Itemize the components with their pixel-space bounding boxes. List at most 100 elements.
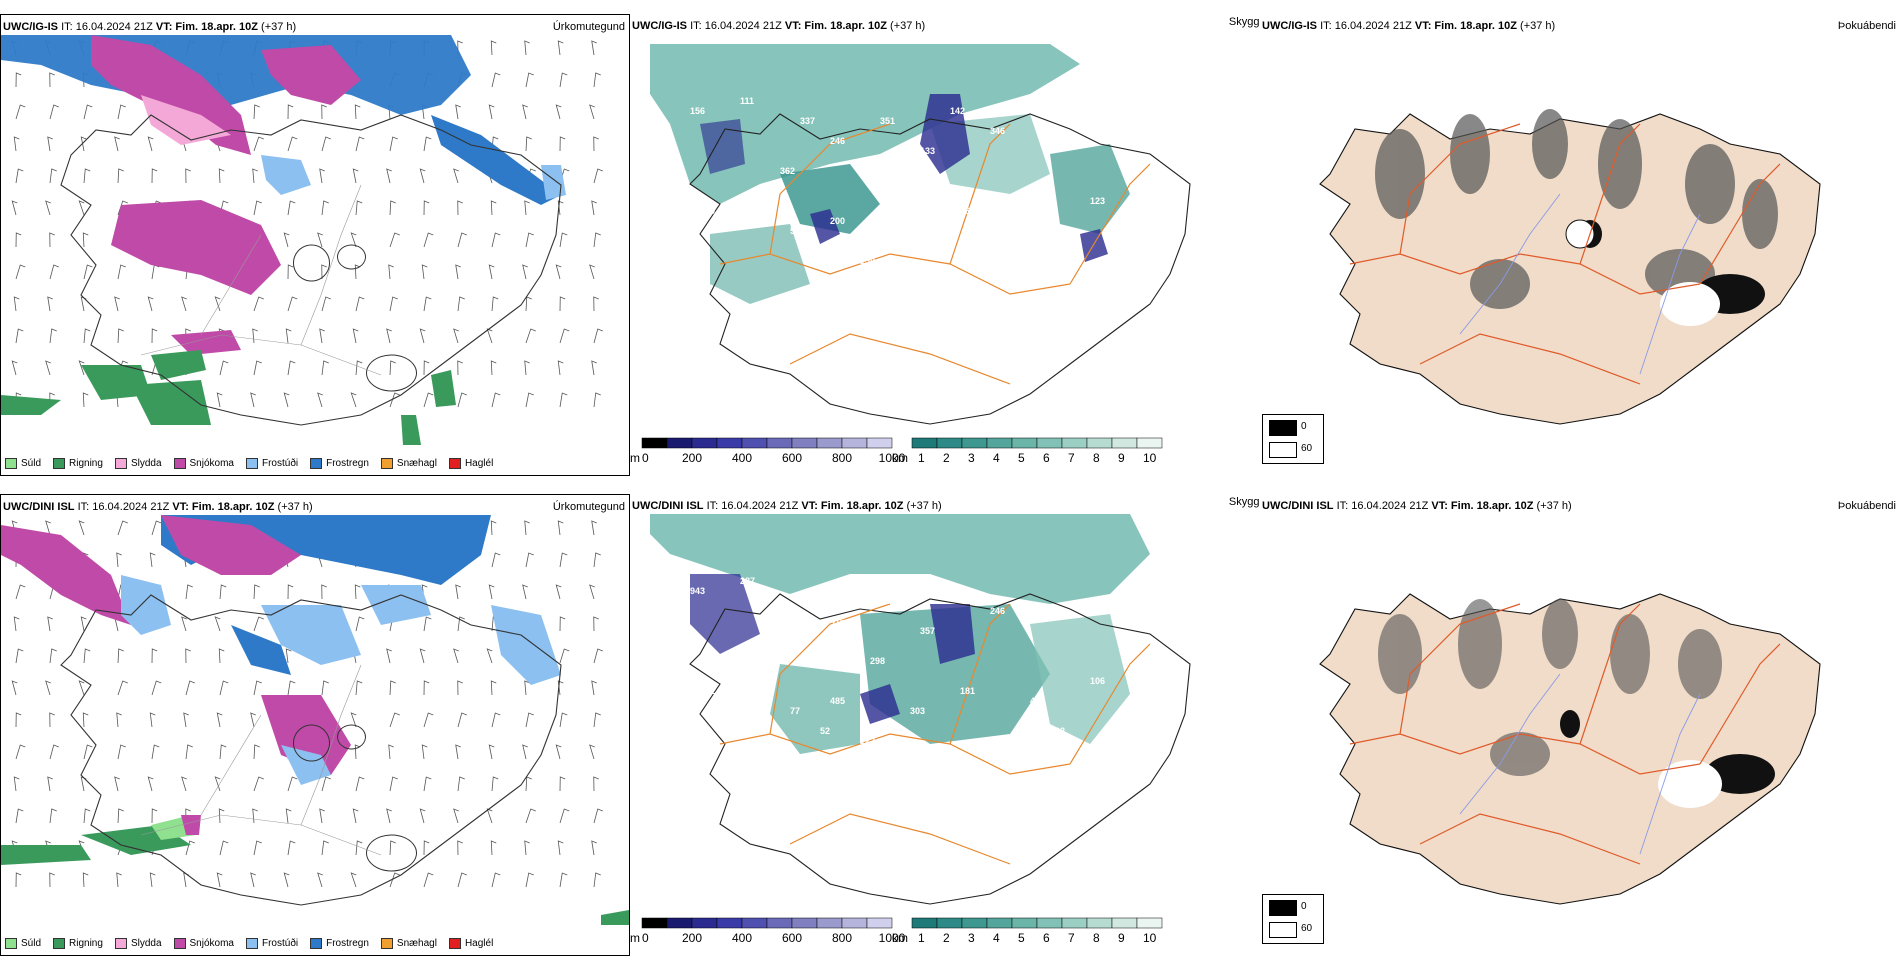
wind-barb (389, 232, 400, 248)
wind-barb (423, 136, 432, 152)
fog-legend-swatch (1269, 900, 1297, 916)
wind-barb (522, 744, 528, 760)
wind-barb (354, 744, 361, 760)
wind-barb (593, 872, 601, 888)
wind-barb (591, 680, 597, 696)
wind-barb (419, 808, 426, 824)
wind-barb (181, 616, 187, 632)
wind-barb (78, 520, 85, 536)
wind-barb (490, 40, 497, 56)
colorbar-cell (1011, 437, 1038, 449)
colorbar-tick: 3 (968, 451, 975, 465)
wind-barb (388, 264, 394, 280)
wind-barb (488, 264, 495, 280)
visibility-value-label: 133 (920, 146, 935, 156)
wind-barb (287, 296, 298, 312)
fog-legend-label: 0 (1301, 901, 1307, 912)
wind-barb (47, 776, 53, 792)
wind-barb (13, 776, 20, 792)
colorbar-unit: m (630, 931, 640, 945)
colorbar-cell (866, 917, 893, 929)
wind-barb (457, 680, 463, 696)
wind-barb (219, 744, 227, 760)
visibility-panel-row2: UWC/DINI ISL IT: 16.04.2024 21Z VT: Fim.… (630, 494, 1268, 964)
wind-barb (389, 680, 396, 696)
visibility-value-label: 246 (990, 606, 1005, 616)
wind-barb (13, 616, 20, 632)
visibility-value-label: 68 (1150, 186, 1160, 196)
legend-swatch (448, 938, 461, 949)
wind-barb (149, 552, 156, 568)
visibility-value-label: 287 (740, 576, 755, 586)
wind-barb (151, 328, 158, 344)
wind-barb (525, 776, 532, 792)
legend-swatch (448, 458, 461, 469)
visibility-value-label: 303 (910, 706, 925, 716)
wind-barb (83, 104, 93, 120)
legend-item: Frostregn (310, 938, 369, 949)
colorbar-tick: 3 (968, 931, 975, 945)
wind-barb (559, 808, 570, 824)
wind-barb (253, 776, 264, 792)
wind-barb (287, 840, 296, 856)
wind-barb (457, 200, 463, 216)
wind-barb (82, 872, 89, 888)
visibility-value-label: 147 (980, 766, 995, 776)
wind-barb (151, 168, 158, 184)
visibility-value-label: 164 (960, 206, 975, 216)
wind-barb (455, 744, 461, 760)
wind-barb (287, 360, 296, 376)
colorbar-tick: 8 (1093, 931, 1100, 945)
legend-swatch (380, 458, 393, 469)
wind-barb (593, 72, 601, 88)
colorbar-cell (911, 917, 938, 929)
wind-barb (491, 232, 501, 248)
legend-item: Rigning (53, 938, 103, 949)
wind-barb (559, 136, 566, 152)
colorbar-cell (741, 917, 768, 929)
visibility-value-label: 582 (780, 646, 795, 656)
wind-barb (49, 648, 57, 664)
wind-barb (490, 520, 497, 536)
colorbar-tick: 600 (782, 451, 802, 465)
wind-barb (321, 200, 329, 216)
wind-barb (214, 616, 221, 632)
wind-barb (591, 40, 597, 56)
legend-swatch (380, 938, 393, 949)
visibility-value-label: 315 (1130, 636, 1145, 646)
visibility-panel-row1: UWC/IG-IS IT: 16.04.2024 21Z VT: Fim. 18… (630, 14, 1268, 484)
colorbar-tick: 1 (918, 451, 925, 465)
colorbar-cell (1061, 917, 1088, 929)
wind-barb (457, 712, 467, 728)
visibility-value-label: 106 (1090, 676, 1105, 686)
wind-barb (593, 232, 601, 248)
wind-barb (423, 776, 432, 792)
wind-barb (457, 232, 467, 248)
precip-panel-row1: UWC/IG-IS IT: 16.04.2024 21Z VT: Fim. 18… (0, 14, 630, 476)
legend-swatch (173, 458, 186, 469)
wind-barb (117, 168, 124, 184)
wind-barb (354, 584, 361, 600)
visibility-value-label: 142 (950, 106, 965, 116)
colorbar-tick: 9 (1118, 931, 1125, 945)
wind-barb (15, 168, 24, 184)
wind-barb (321, 840, 329, 856)
wind-barb (181, 296, 187, 312)
visibility-value-label: 200 (750, 196, 765, 206)
legend-swatch (173, 938, 186, 949)
wind-barb (491, 296, 499, 312)
colorbar-tick: 1000 (879, 931, 906, 945)
colorbar-cell (741, 437, 768, 449)
wind-barb (491, 712, 501, 728)
wind-barb (15, 104, 26, 120)
wind-barb (287, 200, 296, 216)
legend-item: Snjókoma (173, 458, 234, 469)
legend-item: Snæhagl (380, 458, 437, 469)
visibility-value-label: 149 (910, 226, 925, 236)
wind-barb (151, 264, 160, 280)
wind-barb (15, 264, 26, 280)
wind-barb (219, 584, 227, 600)
wind-barb (355, 616, 365, 632)
colorbar-cell (816, 917, 843, 929)
wind-barb (11, 200, 18, 216)
